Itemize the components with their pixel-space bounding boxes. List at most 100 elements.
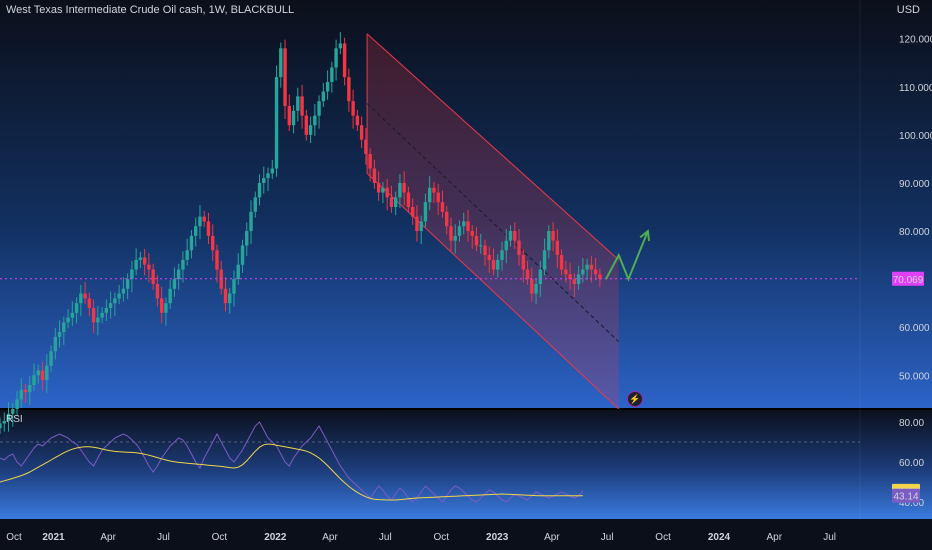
candle-body bbox=[355, 115, 360, 126]
rsi-pane-background bbox=[0, 409, 932, 519]
time-tick-label: Jul bbox=[823, 532, 836, 543]
time-tick-label: Oct bbox=[433, 532, 449, 543]
candle-body bbox=[6, 413, 11, 422]
time-tick-label: Apr bbox=[544, 532, 560, 543]
time-tick-label: 2022 bbox=[264, 532, 287, 543]
candle-body bbox=[513, 231, 517, 241]
candle-body bbox=[479, 245, 483, 247]
time-axis[interactable]: Oct 2021 Apr Jul Oct 2022 Apr Jul Oct 2023 Apr Jul O… bbox=[6, 532, 836, 543]
candle-body bbox=[121, 288, 126, 294]
candle-body bbox=[228, 293, 232, 304]
current-price-badge-label: 70.069 bbox=[893, 275, 924, 286]
candles bbox=[0, 31, 602, 435]
candle-body bbox=[266, 173, 270, 179]
time-tick-label: Jul bbox=[601, 532, 614, 543]
candle-body bbox=[581, 269, 585, 275]
candle-body bbox=[572, 279, 577, 284]
candle-body bbox=[325, 81, 330, 92]
projection-arrow-line bbox=[605, 230, 649, 282]
candle-body bbox=[36, 370, 40, 376]
candle-body bbox=[62, 322, 66, 333]
candle-body bbox=[351, 101, 355, 116]
candle-body bbox=[87, 298, 92, 308]
price-tick-label: 110.000 bbox=[899, 83, 932, 94]
candle-body bbox=[270, 168, 274, 174]
candle-body bbox=[164, 303, 168, 313]
time-tick-label: Apr bbox=[100, 532, 116, 543]
currency-label: USD bbox=[896, 4, 920, 16]
candle-body bbox=[279, 48, 283, 78]
price-axis[interactable]: 120.000 110.000 100.000 90.000 80.000 60.000 5… bbox=[892, 35, 932, 509]
channel-fill bbox=[367, 33, 619, 409]
candle-body bbox=[57, 332, 62, 337]
candle-body bbox=[142, 257, 147, 265]
candle-body bbox=[432, 187, 436, 193]
time-axis-background bbox=[0, 519, 932, 550]
candle-body bbox=[185, 250, 189, 260]
rsi-badge-label: 43.14 bbox=[893, 492, 918, 503]
candle-body bbox=[598, 274, 602, 279]
candle-body bbox=[70, 312, 75, 318]
rsi-indicator-label[interactable]: RSI bbox=[6, 414, 23, 425]
candle-body bbox=[287, 106, 292, 126]
candle-body bbox=[576, 274, 581, 284]
candle-body bbox=[372, 168, 377, 183]
candle-body bbox=[376, 182, 381, 193]
candle-body bbox=[487, 255, 491, 260]
candle-body bbox=[491, 259, 496, 270]
candle-body bbox=[427, 187, 432, 203]
candle-body bbox=[291, 110, 296, 126]
candle-body bbox=[542, 250, 547, 270]
channel-midline bbox=[366, 103, 620, 343]
candle-body bbox=[168, 288, 172, 304]
candle-body bbox=[206, 221, 211, 236]
candle-body bbox=[393, 197, 398, 207]
candle-body bbox=[440, 202, 445, 212]
candle-body bbox=[283, 48, 287, 106]
candle-body bbox=[313, 115, 317, 126]
candle-body bbox=[257, 182, 262, 198]
candle-body bbox=[147, 264, 151, 270]
candle-body bbox=[159, 298, 164, 313]
candle-body bbox=[262, 178, 266, 183]
candle-body bbox=[19, 389, 23, 400]
current-price-badge bbox=[892, 271, 924, 286]
candle-body bbox=[134, 259, 138, 270]
channel-upper-line bbox=[366, 33, 620, 261]
candle-body bbox=[215, 250, 219, 270]
candle-body bbox=[334, 48, 338, 68]
time-tick-label: Apr bbox=[322, 532, 338, 543]
candle-body bbox=[496, 259, 500, 270]
time-tick-label: Jul bbox=[157, 532, 170, 543]
candle-body bbox=[176, 269, 181, 280]
candle-body bbox=[138, 257, 143, 260]
rsi-line bbox=[0, 421, 584, 503]
candle-body bbox=[194, 226, 198, 236]
regression-channel[interactable] bbox=[366, 33, 620, 410]
candle-body bbox=[474, 235, 479, 246]
candle-body bbox=[108, 303, 113, 308]
candle-body bbox=[359, 125, 364, 140]
candle-body bbox=[53, 336, 58, 352]
candle-body bbox=[504, 240, 508, 251]
candle-body bbox=[232, 279, 236, 294]
candle-body bbox=[321, 91, 326, 102]
rsi-tick-label: 60.00 bbox=[899, 458, 924, 469]
candle-body bbox=[538, 269, 543, 284]
candle-body bbox=[45, 365, 49, 381]
candle-body bbox=[198, 216, 202, 227]
candle-body bbox=[211, 235, 215, 251]
candle-body bbox=[253, 197, 257, 212]
candle-body bbox=[470, 231, 474, 236]
lightning-icon[interactable]: ⚡ bbox=[627, 391, 643, 407]
candle-body bbox=[96, 317, 100, 323]
rsi-badge bbox=[892, 488, 920, 503]
candle-body bbox=[500, 250, 504, 260]
price-tick-label: 100.000 bbox=[899, 131, 932, 142]
overlays bbox=[0, 229, 860, 282]
candle-body bbox=[304, 115, 309, 135]
candle-body bbox=[508, 231, 513, 241]
candle-body bbox=[117, 293, 121, 299]
price-tick-label: 50.000 bbox=[899, 371, 930, 382]
